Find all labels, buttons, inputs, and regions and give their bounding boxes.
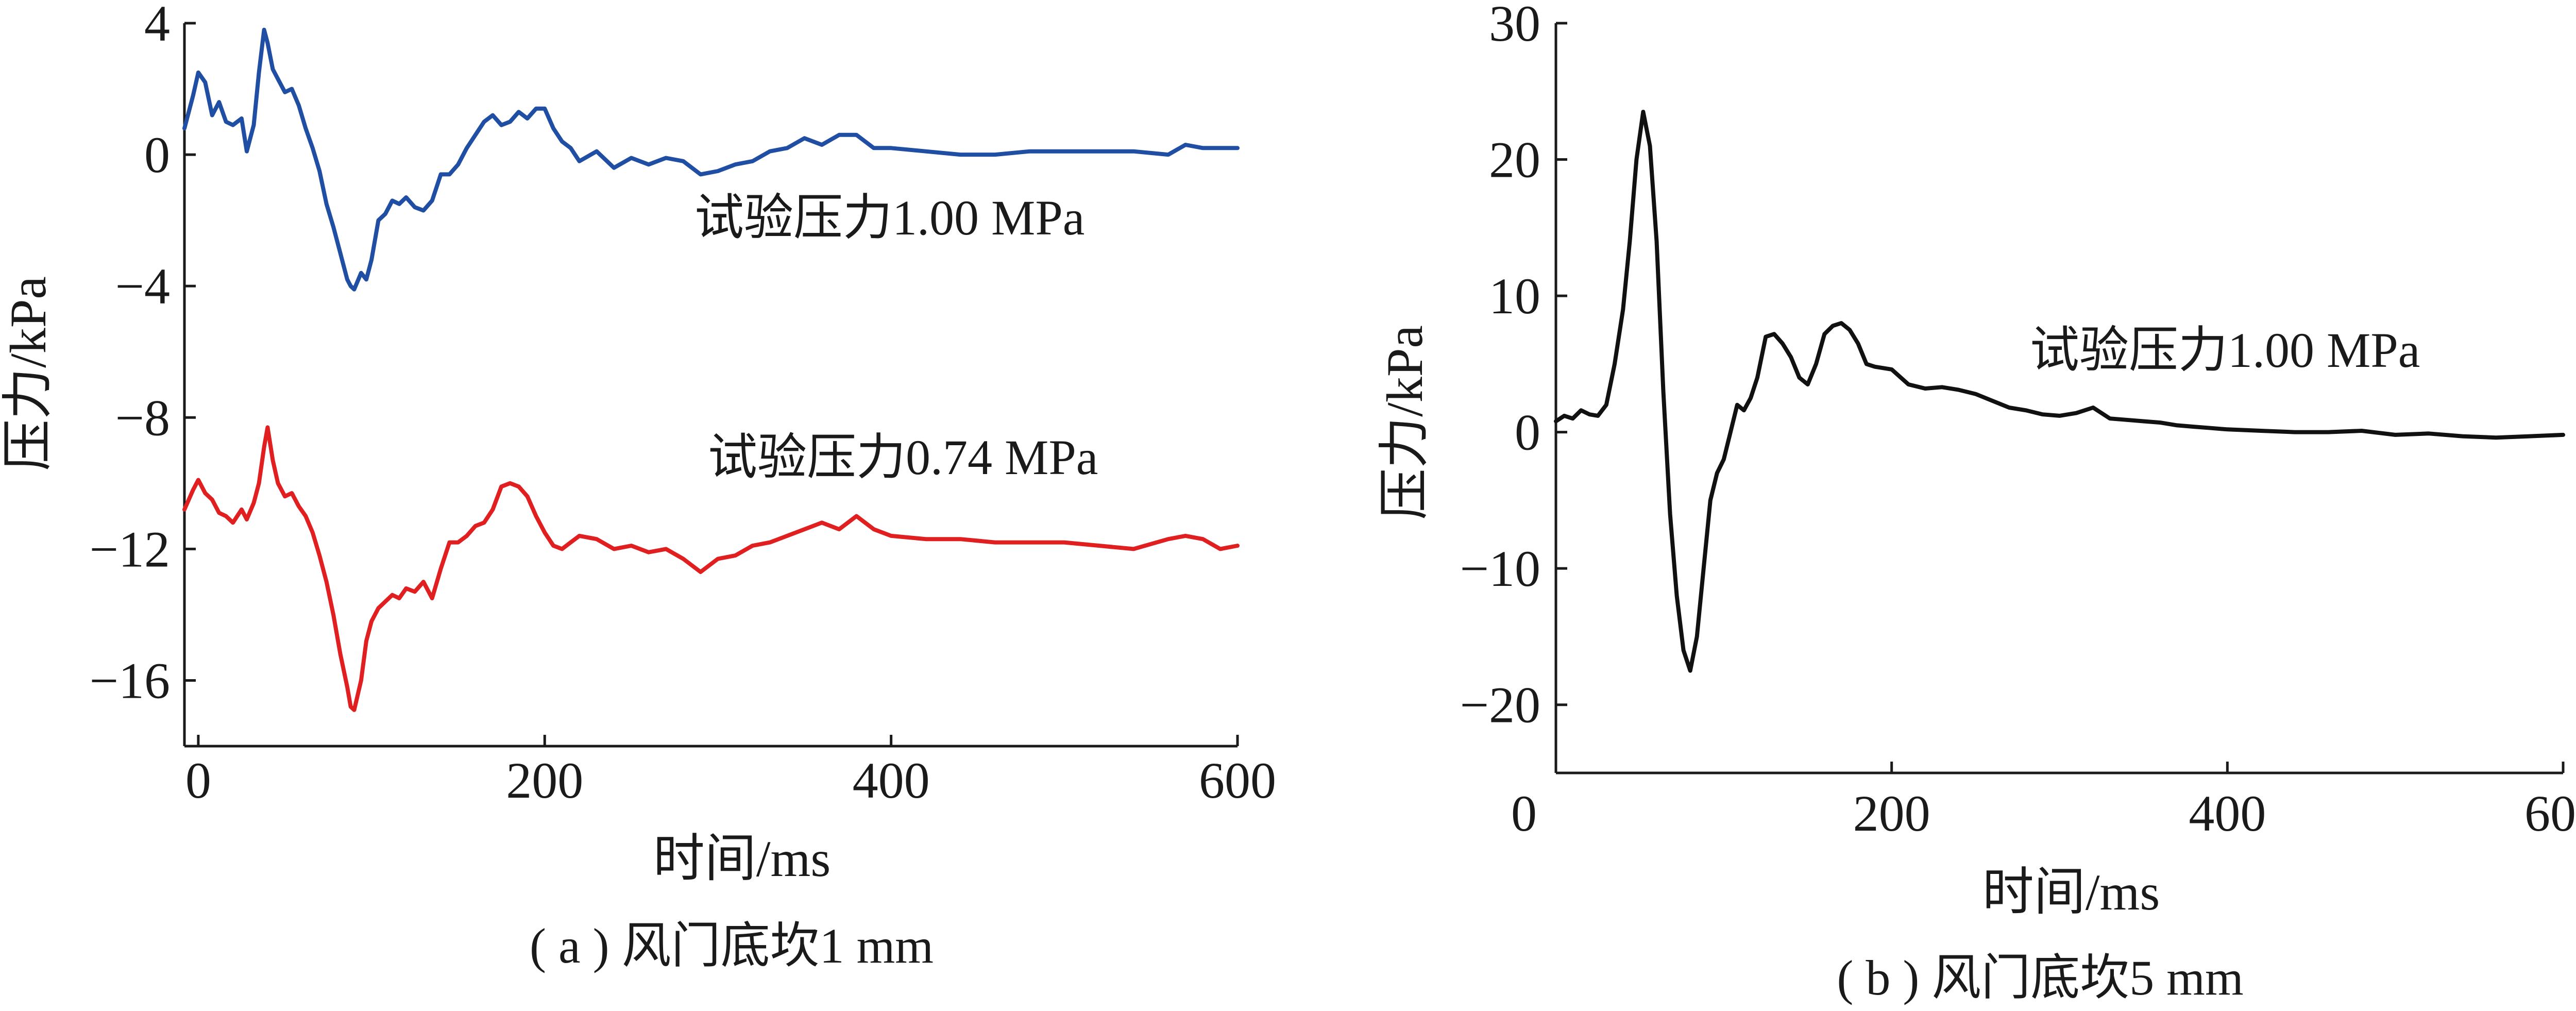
x-tick-label: 400 [853,752,930,809]
series-line-1 [182,27,1240,292]
x-tick-label: 400 [2189,785,2266,842]
series-line-1 [1554,110,2565,673]
y-tick-label: −4 [115,258,170,315]
x-tick-label: 200 [506,752,583,809]
y-axis-label: 压力/kPa [0,276,57,471]
x-tick-label: 0 [1511,785,1537,842]
y-tick-label: 0 [1515,404,1540,461]
y-tick-label: −12 [90,520,170,578]
y-tick-label: −10 [1460,540,1540,597]
y-tick-label: 10 [1489,267,1540,325]
x-tick-label: 600 [1199,752,1276,809]
x-axis-label: 时间/ms [1982,864,2160,921]
series-label-1.00mpa: 试验压力1.00 MPa [2030,323,2420,378]
y-tick-label: 0 [144,126,170,183]
caption-a: ( a ) 风门底坎1 mm [530,918,934,973]
chart-panel-b: 30 20 10 0 −10 −20 0 200 400 600 时间/ms 压力/kPa 试验… [1376,0,2576,1005]
x-tick-label: 600 [2524,785,2576,842]
y-tick-label: 30 [1489,0,1540,52]
x-tick-label: 200 [1853,785,1930,842]
series-line-2 [182,425,1240,712]
y-tick-label: −8 [115,389,170,446]
y-tick-label: 4 [144,0,170,52]
x-axis-label: 时间/ms [653,830,831,887]
x-tick-label: 0 [185,752,211,809]
caption-b: ( b ) 风门底坎5 mm [1837,950,2243,1005]
y-tick-label: −16 [90,652,170,709]
y-tick-label: 20 [1489,131,1540,189]
y-tick-label: −20 [1460,677,1540,734]
y-axis-label: 压力/kPa [1376,325,1433,520]
chart-panel-a: 4 0 −4 −8 −12 −16 0 200 400 600 时间/ms 压力/kPa 试验压… [0,0,1276,973]
series-label-1.00mpa: 试验压力1.00 MPa [694,190,1084,245]
series-label-0.74mpa: 试验压力0.74 MPa [708,430,1098,485]
